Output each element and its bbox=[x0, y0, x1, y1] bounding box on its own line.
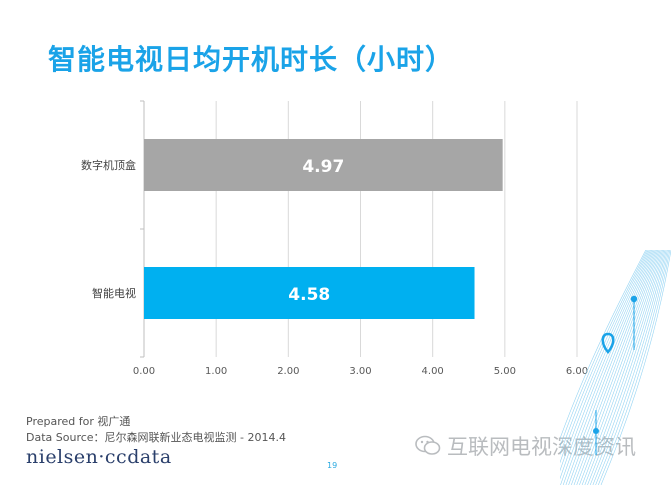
wave-line bbox=[560, 250, 651, 472]
category-label: 智能电视 bbox=[92, 286, 136, 300]
x-tick-label: 0.00 bbox=[133, 366, 155, 377]
page-number: 19 bbox=[327, 461, 338, 470]
wave-line bbox=[584, 250, 665, 485]
data-label: 4.58 bbox=[288, 285, 330, 305]
node-dot bbox=[593, 428, 599, 434]
x-tick-label: 1.00 bbox=[205, 366, 227, 377]
x-tick-label: 2.00 bbox=[277, 366, 299, 377]
data-label: 4.97 bbox=[302, 157, 344, 177]
decorative-wave-graphic bbox=[560, 250, 671, 485]
wave-line bbox=[600, 250, 671, 485]
wechat-icon bbox=[415, 435, 441, 455]
wave-line bbox=[581, 250, 663, 485]
wave-line bbox=[587, 250, 666, 485]
data-source-text: Data Source：尼尔森网联新业态电视监测 - 2014.4 bbox=[26, 431, 286, 444]
bar-set-top-box bbox=[144, 139, 503, 191]
wave-line bbox=[573, 250, 660, 485]
wave-line bbox=[560, 250, 654, 485]
wave-line bbox=[592, 250, 668, 485]
wave-line bbox=[571, 250, 659, 485]
wave-line bbox=[560, 250, 653, 480]
wave-line bbox=[560, 250, 647, 440]
nielsen-ccdata-logo: nielsen·ccdata bbox=[26, 446, 172, 468]
page-title: 智能电视日均开机时长（小时） bbox=[48, 43, 455, 76]
wave-line bbox=[579, 250, 662, 485]
x-tick-label: 4.00 bbox=[422, 366, 444, 377]
category-label: 数字机顶盒 bbox=[81, 158, 136, 172]
x-tick-label: 5.00 bbox=[494, 366, 516, 377]
wave-line bbox=[595, 250, 669, 485]
wave-line bbox=[589, 250, 667, 485]
location-pin-icon bbox=[601, 332, 615, 354]
wave-line bbox=[565, 250, 656, 485]
x-tick-label: 6.00 bbox=[566, 366, 588, 377]
x-tick-label: 3.00 bbox=[349, 366, 371, 377]
wave-line bbox=[562, 250, 655, 485]
wave-line bbox=[560, 250, 650, 464]
bar-smart-tv bbox=[144, 267, 475, 319]
wave-line bbox=[560, 250, 648, 448]
wave-line bbox=[560, 250, 649, 456]
wave-line bbox=[576, 250, 661, 485]
prepared-for-text: Prepared for 视广通 bbox=[26, 415, 131, 428]
wave-line bbox=[598, 250, 671, 485]
wave-line bbox=[568, 250, 657, 485]
node-dot bbox=[630, 295, 638, 303]
